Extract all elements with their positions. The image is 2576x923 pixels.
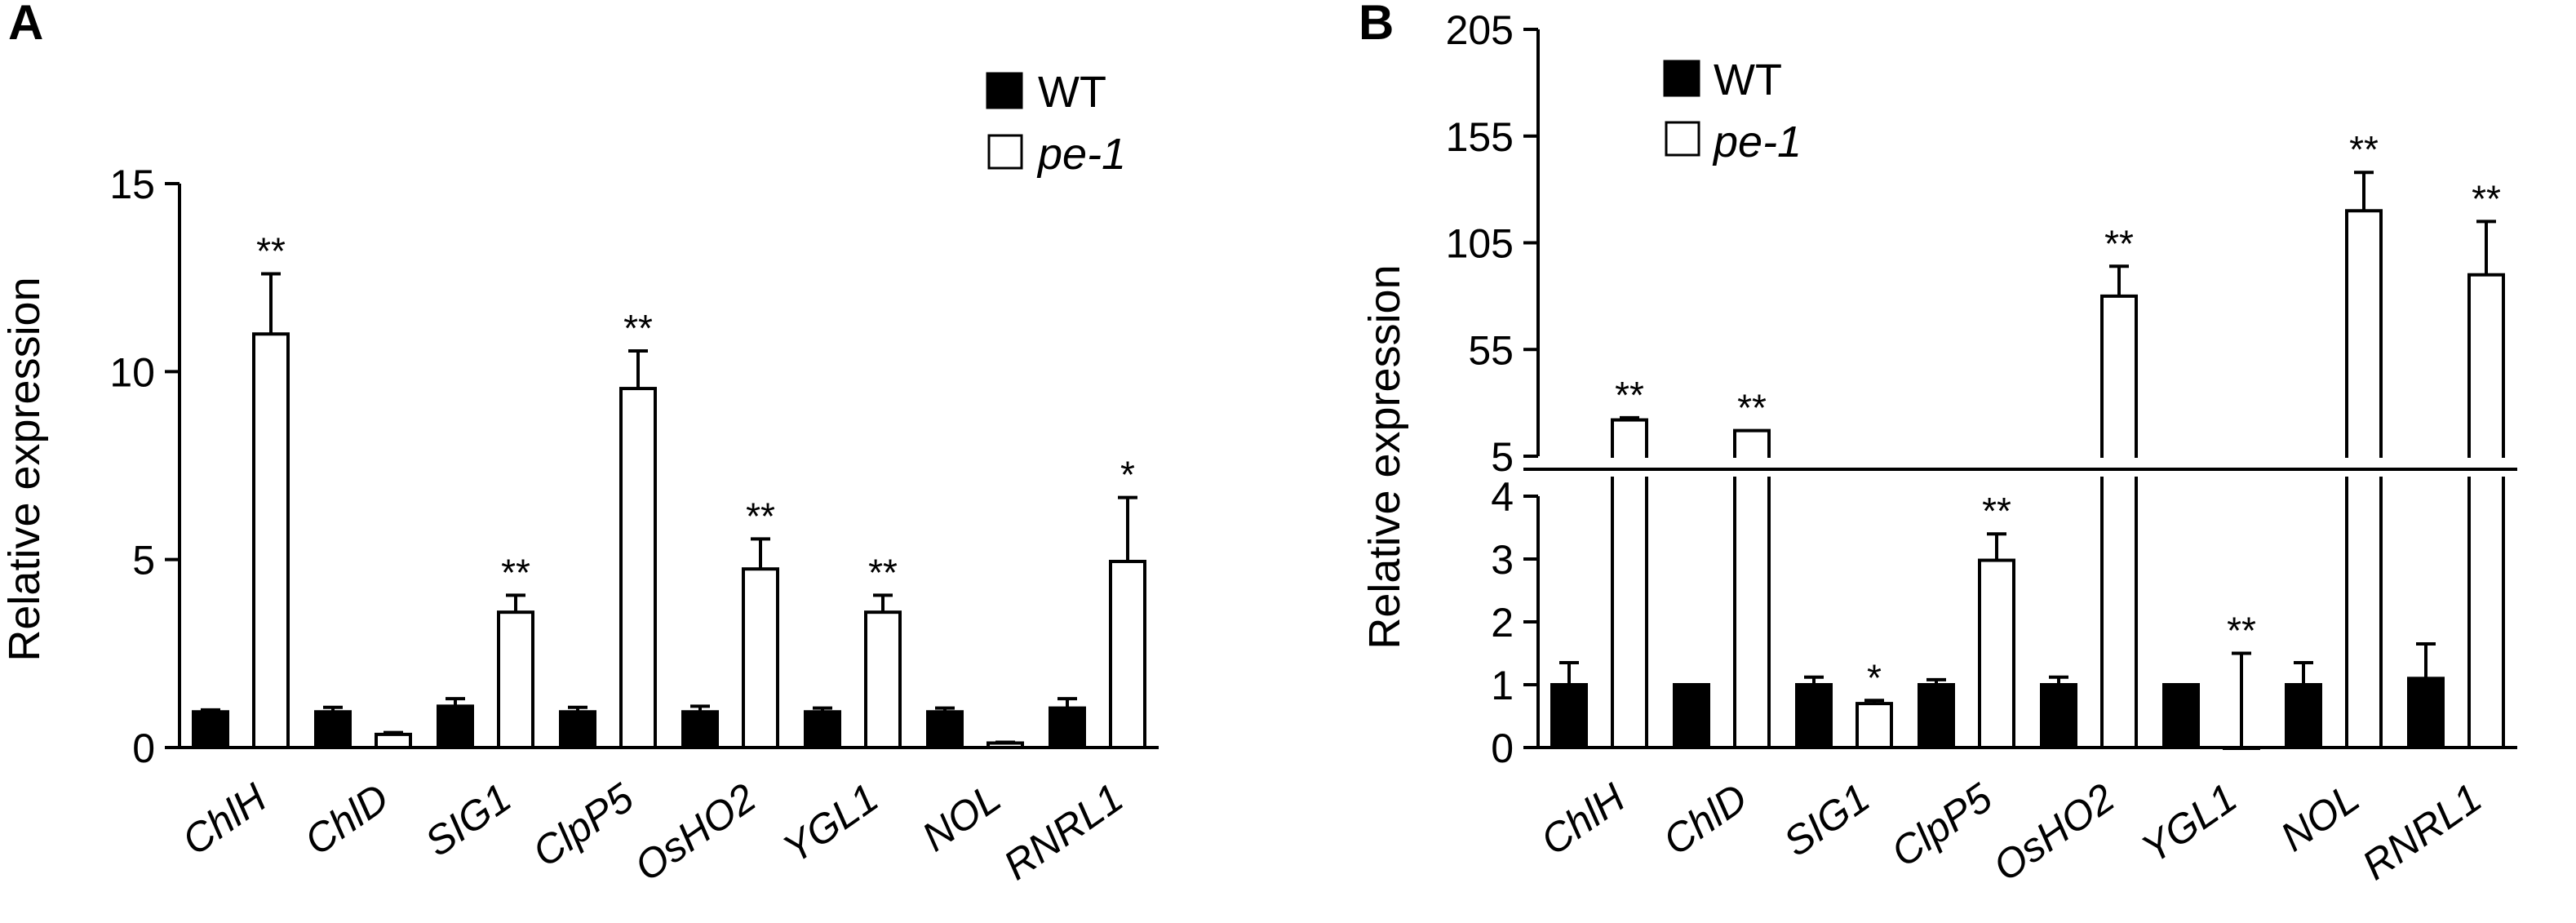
legend-swatch-pe1 (987, 134, 1023, 170)
y-tick-label-10: 10 (109, 349, 155, 395)
panel-b: B Relative expression WT pe-1 0123455510… (1359, 0, 2521, 890)
legend-label-pe1: pe-1 (1712, 118, 1802, 166)
bar-pe-1-osho2 (2100, 294, 2138, 749)
legend-swatch-wt (986, 72, 1023, 109)
significance-pe-1-osho2: ** (2104, 222, 2134, 264)
significance-pe-1-nol: ** (2349, 128, 2379, 171)
significance-pe-1-clpp5: ** (623, 307, 653, 349)
significance-pe-1-sig1: * (1867, 656, 1882, 699)
bar-pe-1-chld (1733, 428, 1771, 749)
significance-pe-1-sig1: ** (501, 551, 530, 593)
bar-wt-chld (1673, 683, 1710, 749)
panel-a-bars: *********** (192, 230, 1146, 750)
panel-a-label: A (8, 0, 43, 50)
significance-pe-1-chlh: ** (1615, 374, 1644, 416)
significance-pe-1-rnrl1: * (1120, 454, 1135, 496)
bar-wt-rnrl1 (2407, 677, 2445, 749)
bar-wt-nol (926, 710, 964, 750)
bar-pe-1-chld (375, 732, 412, 749)
y-tick-label-lower-4: 4 (1491, 474, 1514, 520)
category-label-sig1: SIG1 (1776, 774, 1878, 865)
y-tick-label-lower-2: 2 (1491, 600, 1514, 646)
significance-pe-1-ygl1: ** (868, 551, 898, 593)
bar-wt-ygl1 (2162, 683, 2200, 749)
y-tick-label-15: 15 (109, 162, 155, 207)
category-label-nol: NOL (2272, 774, 2367, 860)
bar-pe-1-sig1 (1856, 702, 1893, 749)
legend-label-pe1: pe-1 (1036, 130, 1126, 179)
bar-wt-sig1 (1795, 683, 1833, 749)
category-label-chld: ChlD (296, 774, 397, 864)
category-label-clpp5: ClpP5 (525, 774, 642, 876)
y-tick-label-lower-1: 1 (1491, 663, 1514, 708)
category-label-rnrl1: RNRL1 (995, 774, 1131, 889)
category-label-chlh: ChlH (174, 774, 275, 864)
panel-a-legend: WT pe-1 (986, 68, 1126, 179)
bar-wt-sig1 (437, 704, 474, 749)
bar-pe-1-sig1 (497, 610, 534, 749)
y-tick-label-upper-155: 155 (1446, 114, 1514, 160)
bar-pe-1-rnrl1 (2467, 273, 2505, 750)
bar-wt-ygl1 (804, 710, 841, 750)
category-label-osho2: OsHO2 (627, 774, 765, 890)
significance-pe-1-rnrl1: ** (2472, 177, 2501, 220)
y-tick-label-lower-0: 0 (1491, 726, 1514, 771)
bar-wt-chlh (1550, 683, 1588, 749)
bar-wt-nol (2285, 683, 2322, 749)
category-label-clpp5: ClpP5 (1883, 774, 2001, 876)
panel-b-label: B (1359, 0, 1394, 50)
y-tick-label-lower-3: 3 (1491, 537, 1514, 583)
y-tick-label-upper-5: 5 (1491, 434, 1514, 480)
category-label-sig1: SIG1 (417, 774, 519, 865)
significance-pe-1-ygl1: ** (2227, 610, 2256, 652)
y-tick-label-5: 5 (132, 538, 155, 584)
bar-wt-chlh (192, 710, 229, 750)
category-label-rnrl1: RNRL1 (2354, 774, 2490, 889)
axis-break-gap (1541, 458, 2521, 477)
bar-pe-1-osho2 (742, 567, 779, 750)
panel-a: A Relative expression WT pe-1 0 5 10 15 ChlH… (0, 0, 1159, 890)
legend-swatch-pe1 (1665, 121, 1700, 157)
category-label-chlh: ChlH (1532, 774, 1634, 864)
bar-wt-chld (314, 710, 352, 750)
category-label-nol: NOL (914, 774, 1009, 860)
category-label-ygl1: YGL1 (774, 774, 886, 872)
category-label-chld: ChlD (1655, 774, 1755, 864)
panel-b-bars: ** ************* (1523, 128, 2521, 750)
category-label-ygl1: YGL1 (2133, 774, 2245, 872)
y-tick-label-upper-205: 205 (1446, 7, 1514, 53)
legend-swatch-wt (1663, 60, 1700, 97)
significance-pe-1-chlh: ** (256, 230, 286, 273)
y-tick-label-0: 0 (132, 726, 155, 771)
panel-b-legend: WT pe-1 (1663, 55, 1802, 166)
significance-pe-1-clpp5: ** (1982, 490, 2011, 532)
significance-pe-1-chld: ** (1737, 387, 1767, 429)
bar-pe-1-ygl1 (864, 610, 902, 749)
bar-pe-1-nol (2345, 209, 2383, 749)
bar-pe-1-clpp5 (1978, 558, 2015, 749)
legend-label-wt: WT (1714, 55, 1782, 104)
legend-label-wt: WT (1038, 68, 1106, 117)
category-label-osho2: OsHO2 (1985, 774, 2123, 890)
bar-wt-clpp5 (559, 710, 596, 750)
bar-pe-1-chlh (252, 332, 290, 749)
y-tick-label-upper-105: 105 (1446, 221, 1514, 267)
bar-pe-1-clpp5 (619, 387, 657, 749)
bar-wt-rnrl1 (1049, 706, 1086, 750)
bar-wt-clpp5 (1918, 683, 1955, 749)
bar-wt-osho2 (681, 710, 719, 750)
bar-pe-1-rnrl1 (1109, 559, 1146, 749)
panel-b-y-axis-title: Relative expression (1360, 264, 1409, 649)
significance-pe-1-osho2: ** (746, 495, 775, 537)
panel-a-y-axis-title: Relative expression (0, 277, 49, 661)
bar-wt-osho2 (2040, 683, 2077, 749)
y-tick-label-upper-55: 55 (1468, 327, 1514, 373)
